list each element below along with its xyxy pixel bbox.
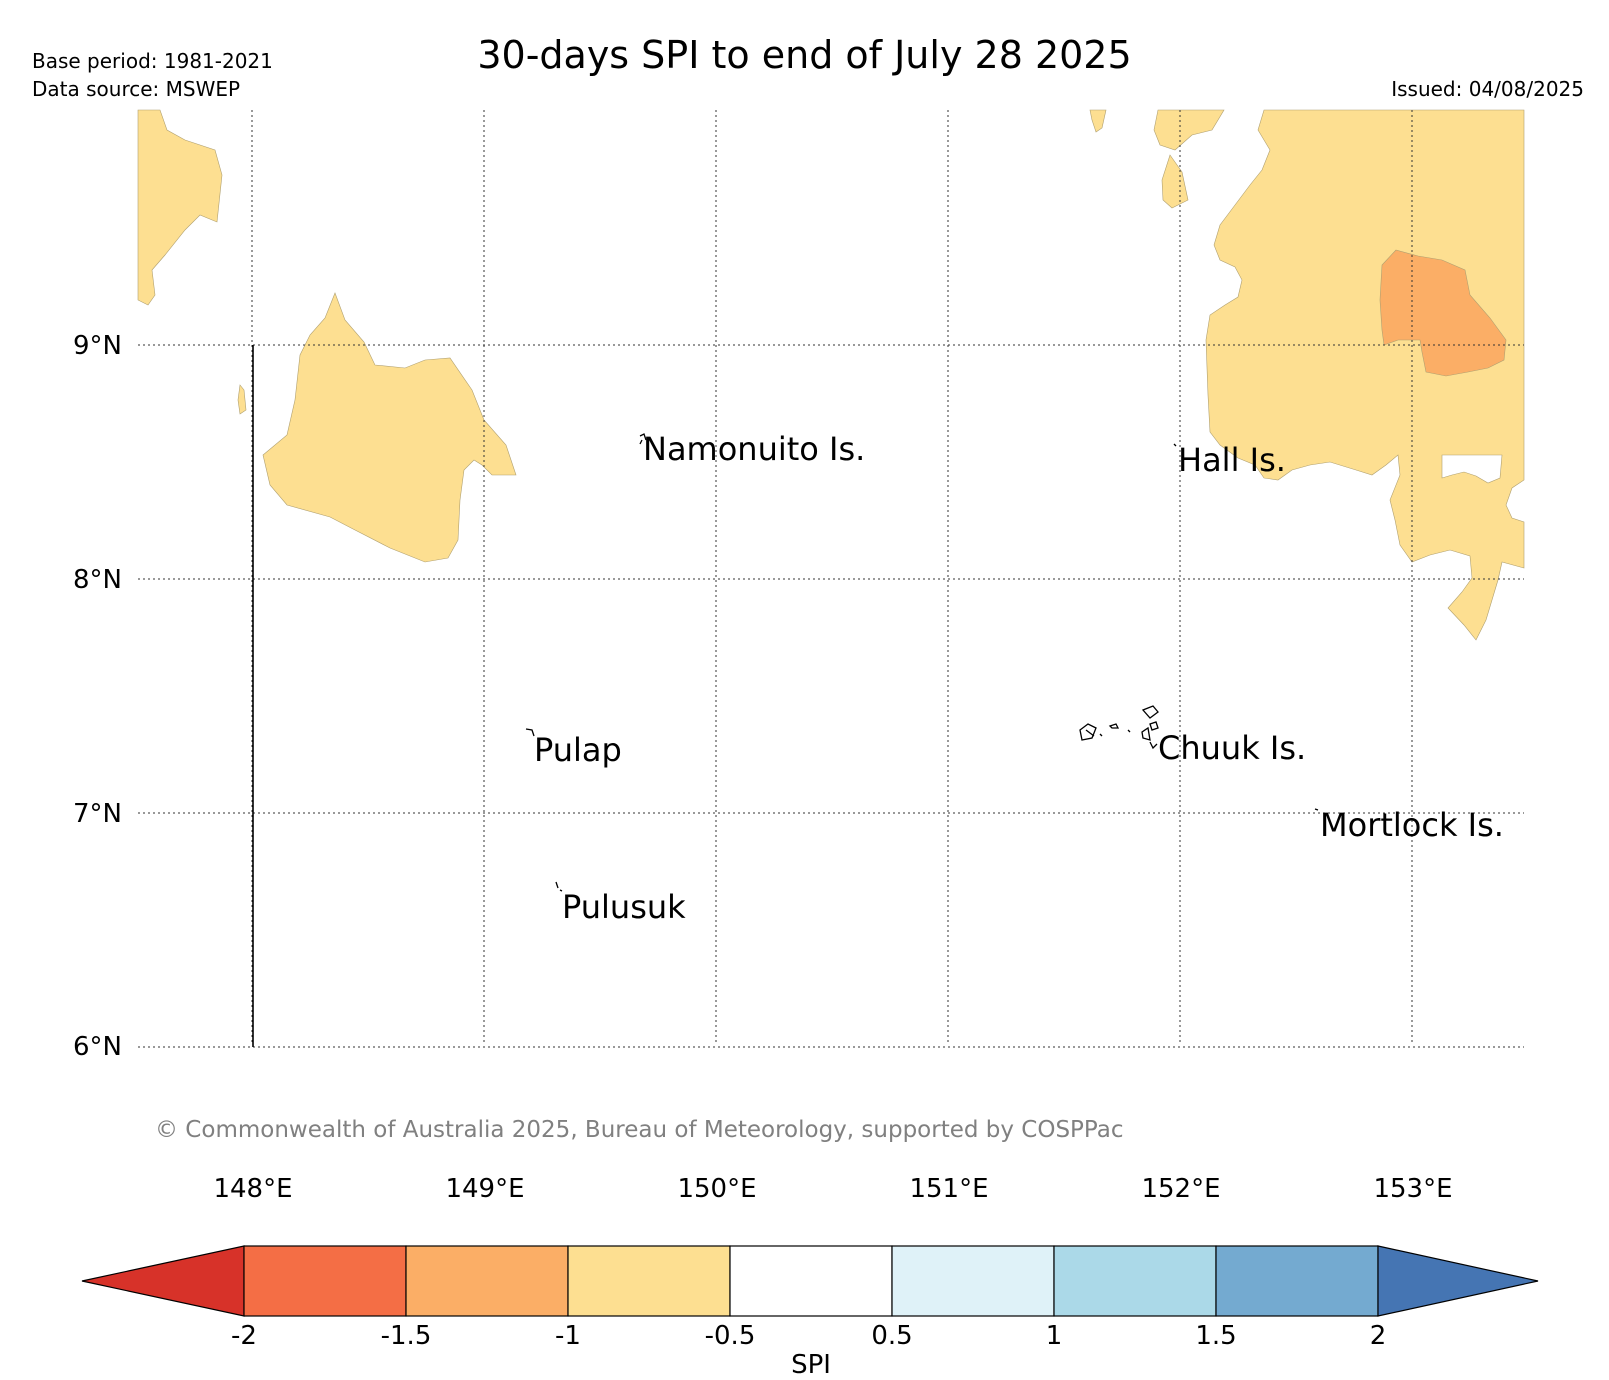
spi-region-east [1205,109,1525,641]
colorbar [81,1245,1539,1317]
gridlines [138,110,1524,1048]
spi-region-west [137,109,223,306]
place-labels: Namonuito Is. Hall Is. Pulap Chuuk Is. M… [534,430,1504,926]
place-label-namonuito: Namonuito Is. [643,430,865,468]
issued-date-text: Issued: 04/08/2025 [1391,77,1584,101]
place-label-chuuk: Chuuk Is. [1158,729,1306,767]
lat-label: 7°N [73,799,122,829]
colorbar-extend-low [81,1245,245,1317]
lat-label: 9°N [73,331,122,361]
lon-label: 150°E [677,1174,756,1204]
colorbar-swatch [405,1245,569,1317]
colorbar-swatch [1053,1245,1217,1317]
spi-region-north-1 [1089,109,1107,133]
colorbar-swatch [567,1245,731,1317]
place-label-hall: Hall Is. [1178,441,1286,479]
lat-labels: 9°N 8°N 7°N 6°N [73,331,122,1062]
lon-label: 151°E [909,1174,988,1204]
spi-region-north-3 [1161,154,1189,209]
data-source-text: Data source: MSWEP [32,77,241,101]
place-label-pulap: Pulap [534,731,622,769]
place-label-mortlock: Mortlock Is. [1320,806,1504,844]
mortlock-islands-shape [1314,808,1319,811]
spi-region-central-west [262,292,517,563]
lat-label: 6°N [73,1032,122,1062]
map-title: 30-days SPI to end of July 28 2025 [477,33,1132,77]
colorbar-title: SPI [791,1350,831,1380]
colorbar-swatch [243,1245,407,1317]
spi-region-west-islet [237,384,247,415]
namonuito-islands-shape [639,433,647,445]
lon-labels: 148°E 149°E 150°E 151°E 152°E 153°E [213,1174,1452,1204]
spi-regions [137,109,1525,641]
lon-label: 153°E [1373,1174,1452,1204]
pulap-shape [525,728,535,737]
pulusuk-shape [555,881,563,892]
place-label-pulusuk: Pulusuk [562,888,686,926]
colorbar-extend-high [1377,1245,1539,1317]
base-period-text: Base period: 1981-2021 [32,49,273,73]
hall-islands-shape [1173,443,1177,447]
colorbar-tick-label: -1 [555,1321,581,1351]
colorbar-swatch [891,1245,1055,1317]
colorbar-ticks: -2 -1.5 -1 -0.5 0.5 1 1.5 2 [231,1321,1386,1351]
island-outlines [525,433,1319,892]
colorbar-swatch [1215,1245,1379,1317]
copyright-text: © Commonwealth of Australia 2025, Bureau… [155,1117,1124,1143]
lon-label: 148°E [213,1174,292,1204]
lon-label: 152°E [1141,1174,1220,1204]
colorbar-tick-label: 0.5 [871,1321,912,1351]
colorbar-tick-label: -1.5 [381,1321,432,1351]
spi-region-north-2 [1153,109,1225,151]
colorbar-swatch [729,1245,893,1317]
colorbar-tick-label: 2 [1370,1321,1387,1351]
colorbar-tick-label: 1 [1046,1321,1063,1351]
lon-label: 149°E [445,1174,524,1204]
colorbar-tick-label: -2 [231,1321,257,1351]
lat-label: 8°N [73,565,122,595]
colorbar-tick-label: 1.5 [1195,1321,1236,1351]
spi-region-east-gap [1441,454,1503,484]
colorbar-tick-label: -0.5 [705,1321,756,1351]
chuuk-islands-shape [1079,705,1159,750]
